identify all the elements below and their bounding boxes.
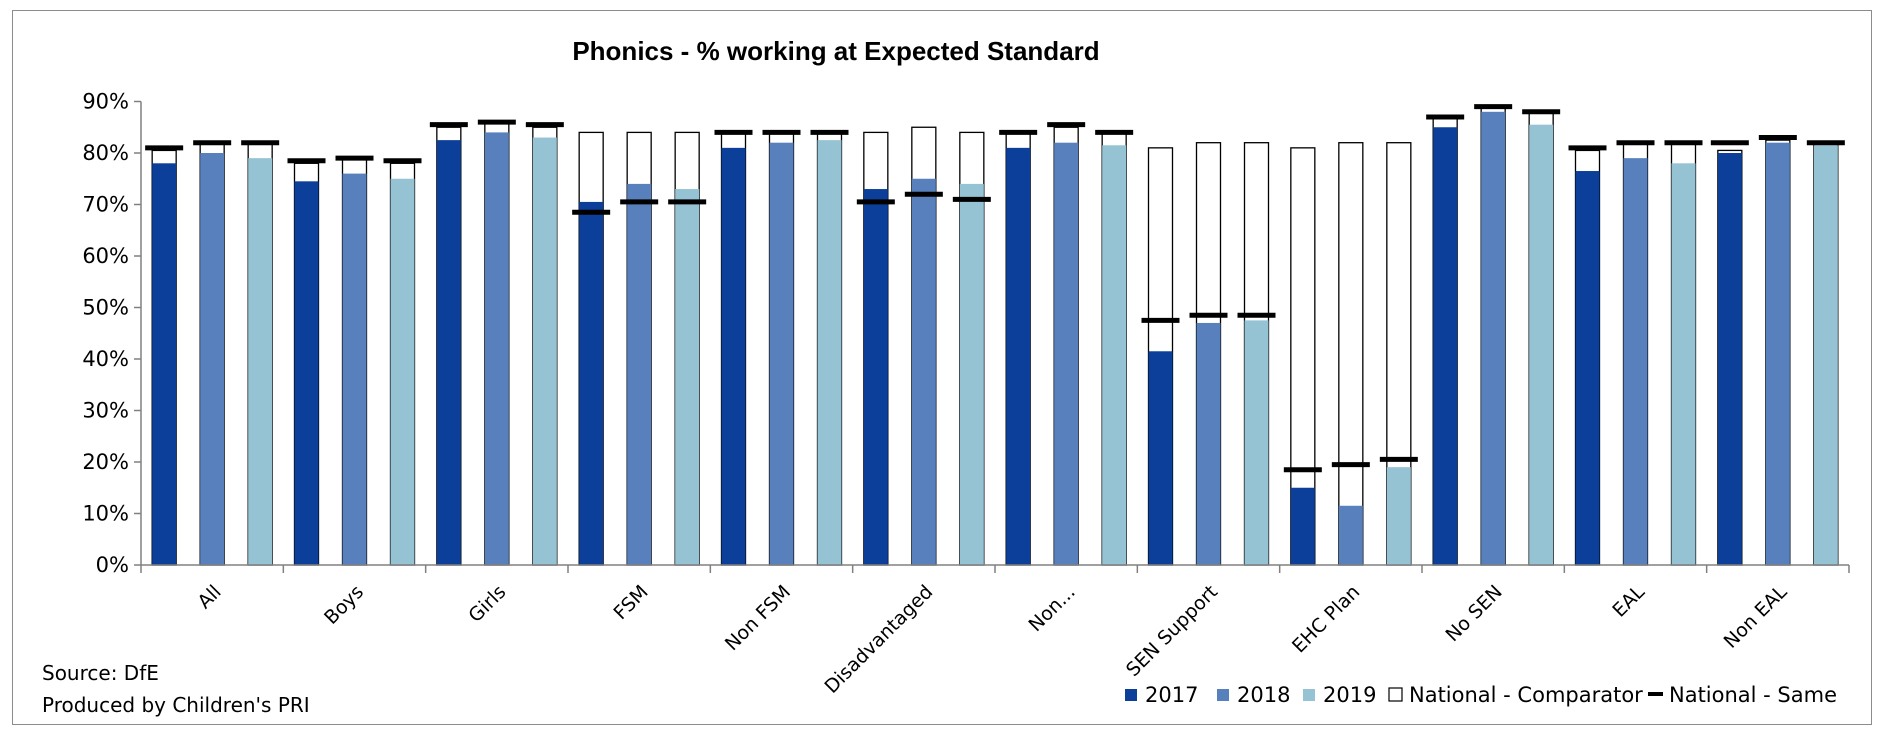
bar-2018 xyxy=(1054,142,1079,565)
bar-2019 xyxy=(1244,320,1269,565)
bar-2018 xyxy=(911,178,936,565)
bar-2019 xyxy=(817,140,842,565)
plot-area xyxy=(145,104,1845,566)
y-tick-label: 90% xyxy=(82,90,129,114)
category-label: Girls xyxy=(464,581,510,627)
category-label: FSM xyxy=(610,581,653,624)
bar-2018 xyxy=(200,153,225,565)
bar-2017 xyxy=(294,181,319,565)
bar-2017 xyxy=(1433,127,1458,565)
y-tick-label: 70% xyxy=(82,193,129,217)
comparator-bar xyxy=(1338,142,1364,566)
bar-2017 xyxy=(1575,171,1600,565)
bar-2018 xyxy=(1623,158,1648,565)
bar-2019 xyxy=(390,178,415,565)
category-label: Disadvantaged xyxy=(820,581,937,698)
y-tick-label: 0% xyxy=(96,553,129,577)
bar-2017 xyxy=(863,189,888,566)
bar-2019 xyxy=(1102,145,1127,565)
legend-swatch xyxy=(1125,689,1137,701)
bar-2018 xyxy=(1765,142,1790,565)
y-tick-label: 50% xyxy=(82,296,129,320)
bar-2018 xyxy=(627,183,652,565)
bar-2017 xyxy=(579,201,604,566)
category-label: Boys xyxy=(320,581,368,629)
bar-2019 xyxy=(1813,145,1838,565)
category-label: No SEN xyxy=(1442,581,1507,646)
bar-2018 xyxy=(769,142,794,565)
category-label: Non FSM xyxy=(721,581,795,655)
bar-2018 xyxy=(342,173,367,565)
category-label: Non EAL xyxy=(1720,581,1792,653)
bar-2019 xyxy=(675,189,700,566)
y-tick-label: 30% xyxy=(82,399,129,423)
bar-2018 xyxy=(1481,111,1506,566)
bar-2018 xyxy=(1196,322,1221,565)
category-label: EHC Plan xyxy=(1288,581,1364,657)
legend-label: National - Same xyxy=(1669,683,1837,707)
legend-swatch xyxy=(1303,689,1315,701)
legend-swatch xyxy=(1388,687,1403,702)
legend: 2017 2018 2019 National - Comparator Nationa… xyxy=(1125,683,1837,707)
legend-label: 2017 xyxy=(1145,683,1198,707)
bar-2017 xyxy=(721,147,746,565)
y-tick-label: 60% xyxy=(82,244,129,268)
legend-label: 2018 xyxy=(1237,683,1290,707)
source-note: Source: DfE xyxy=(42,661,159,685)
bar-2017 xyxy=(152,163,177,566)
chart-title: Phonics - % working at Expected Standard xyxy=(572,36,1099,66)
category-label: SEN Support xyxy=(1122,581,1222,681)
y-tick-label: 40% xyxy=(82,347,129,371)
bar-2018 xyxy=(484,132,509,565)
bar-2017 xyxy=(1717,153,1742,565)
legend-label: National - Comparator xyxy=(1409,683,1643,707)
bar-2019 xyxy=(959,183,984,565)
bar-2019 xyxy=(1529,124,1554,566)
legend-label: 2019 xyxy=(1323,683,1376,707)
x-axis: All Boys Girls FSM Non FSM Disadvantaged Non..… xyxy=(140,564,1850,698)
bar-2017 xyxy=(1290,487,1315,565)
bar-2017 xyxy=(1148,351,1173,565)
y-tick-label: 20% xyxy=(82,450,129,474)
bar-2018 xyxy=(1338,505,1363,565)
category-label: EAL xyxy=(1608,581,1649,622)
bar-2019 xyxy=(532,137,557,566)
produced-by-note: Produced by Children's PRI xyxy=(42,693,310,717)
chart-frame xyxy=(12,10,1872,725)
legend-swatch xyxy=(1217,689,1229,701)
bar-2017 xyxy=(1006,147,1031,565)
bar-2019 xyxy=(1671,163,1696,566)
bar-2019 xyxy=(1386,467,1411,565)
y-axis: 0% 10% 20% 30% 40% 50% 60% 70% 80% 90% xyxy=(82,90,142,577)
y-tick-label: 10% xyxy=(82,502,129,526)
bar-2017 xyxy=(436,140,461,565)
y-tick-label: 80% xyxy=(82,141,129,165)
category-label: All xyxy=(193,581,225,613)
category-label: Non... xyxy=(1025,581,1080,636)
bar-2019 xyxy=(248,158,273,565)
